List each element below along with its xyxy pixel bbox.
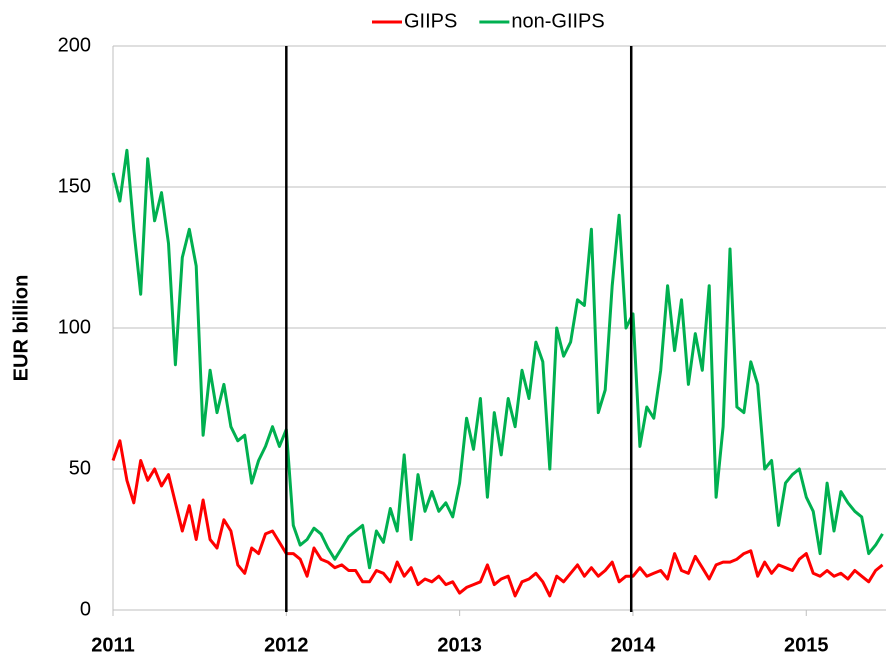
- x-tick-label: 2013: [437, 634, 482, 656]
- legend-label: GIIPS: [404, 10, 457, 32]
- y-tick-label: 0: [80, 598, 91, 620]
- y-axis-label: EUR billion: [10, 275, 32, 382]
- y-tick-label: 50: [69, 457, 91, 479]
- x-tick-label: 2011: [91, 634, 134, 656]
- y-tick-label: 100: [58, 316, 91, 338]
- series-line: [111, 439, 884, 598]
- y-tick-label: 150: [58, 175, 91, 197]
- x-tick-label: 2015: [784, 634, 829, 656]
- series-line: [111, 148, 884, 570]
- x-tick-label: 2012: [264, 634, 309, 656]
- y-tick-label: 200: [58, 34, 91, 56]
- legend-label: non-GIIPS: [511, 10, 604, 32]
- x-tick-label: 2014: [611, 634, 656, 656]
